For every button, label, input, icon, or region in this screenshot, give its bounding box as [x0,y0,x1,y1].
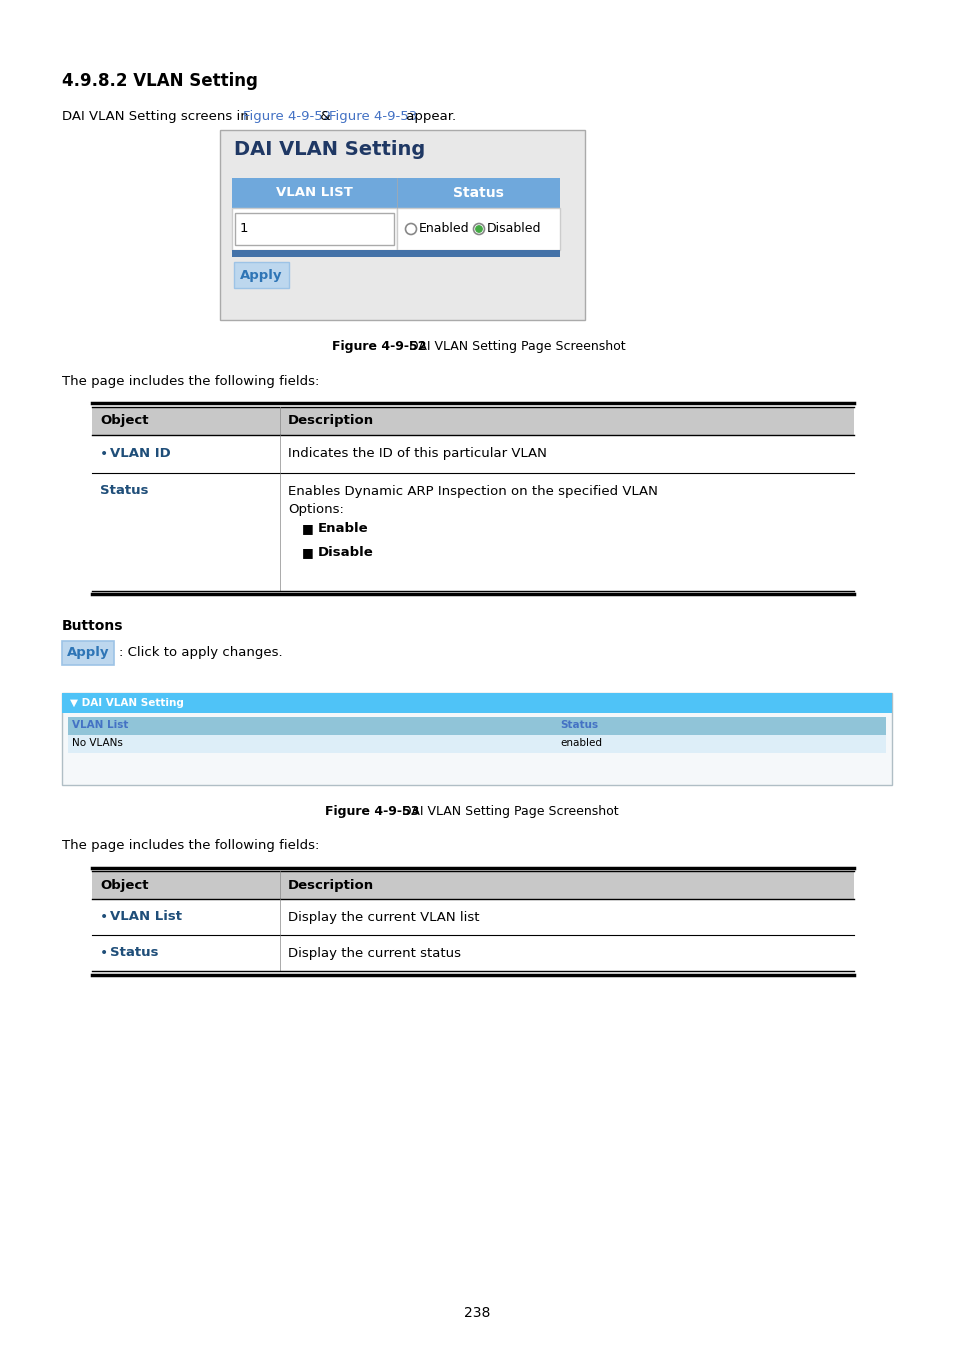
Bar [396,208,559,250]
Circle shape [476,225,481,232]
Text: No VLANs: No VLANs [71,738,123,748]
Text: Status: Status [453,186,503,200]
Text: Figure 4-9-52: Figure 4-9-52 [243,109,331,123]
Text: •: • [100,946,112,960]
Text: Figure 4-9-53: Figure 4-9-53 [329,109,416,123]
Text: Enabled: Enabled [418,223,469,235]
Text: DAI VLAN Setting screens in: DAI VLAN Setting screens in [62,109,253,123]
Bar [232,178,396,208]
Bar [91,871,853,899]
Text: Object: Object [100,414,149,427]
Text: ■: ■ [302,547,314,559]
Text: Status: Status [110,946,158,960]
Text: 238: 238 [463,1305,490,1320]
Text: VLAN LIST: VLAN LIST [275,186,353,200]
Bar [62,640,113,664]
Bar [91,406,853,435]
Text: Options:: Options: [288,502,343,516]
Text: Display the current VLAN list: Display the current VLAN list [288,910,479,923]
Bar [234,213,394,244]
Text: : Click to apply changes.: : Click to apply changes. [119,647,282,659]
Bar [396,178,559,208]
Text: ■: ■ [302,522,314,536]
Text: Apply: Apply [67,647,110,659]
Text: DAI VLAN Setting Page Screenshot: DAI VLAN Setting Page Screenshot [405,340,625,352]
Bar [68,717,885,734]
Text: The page includes the following fields:: The page includes the following fields: [62,840,319,852]
Text: Indicates the ID of this particular VLAN: Indicates the ID of this particular VLAN [288,447,546,460]
Bar [68,734,885,752]
Text: Disabled: Disabled [486,223,541,235]
Bar [232,250,559,256]
Text: Figure 4-9-53: Figure 4-9-53 [325,805,419,818]
Text: enabled: enabled [559,738,601,748]
Bar [62,693,891,713]
Text: Enable: Enable [317,522,368,536]
Text: Apply: Apply [240,269,282,282]
Text: &: & [315,109,335,123]
Text: The page includes the following fields:: The page includes the following fields: [62,375,319,387]
Text: Status: Status [100,485,149,498]
Bar [232,208,396,250]
Text: •: • [100,447,112,460]
Text: Description: Description [288,879,374,891]
Text: VLAN ID: VLAN ID [110,447,171,460]
Text: Description: Description [288,414,374,427]
Bar [220,130,584,320]
Text: 4.9.8.2 VLAN Setting: 4.9.8.2 VLAN Setting [62,72,257,90]
Bar [233,262,289,288]
Text: Enables Dynamic ARP Inspection on the specified VLAN: Enables Dynamic ARP Inspection on the sp… [288,485,658,498]
Text: DAI VLAN Setting: DAI VLAN Setting [233,140,425,159]
Text: VLAN List: VLAN List [71,721,129,730]
Bar [62,693,891,784]
Text: VLAN List: VLAN List [110,910,182,923]
Text: Disable: Disable [317,547,374,559]
Text: ▼ DAI VLAN Setting: ▼ DAI VLAN Setting [70,698,184,707]
Text: 1: 1 [240,223,248,235]
Text: Buttons: Buttons [62,618,123,633]
Text: Figure 4-9-52: Figure 4-9-52 [332,340,426,352]
Text: DAI VLAN Setting Page Screenshot: DAI VLAN Setting Page Screenshot [397,805,618,818]
Text: Status: Status [559,721,598,730]
Text: Display the current status: Display the current status [288,946,460,960]
Text: •: • [100,910,112,923]
Text: appear.: appear. [401,109,456,123]
Text: Object: Object [100,879,149,891]
